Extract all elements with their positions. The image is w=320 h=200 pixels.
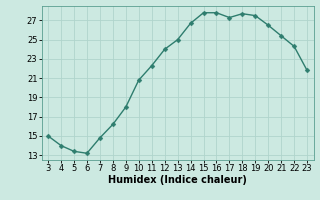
X-axis label: Humidex (Indice chaleur): Humidex (Indice chaleur) [108, 175, 247, 185]
